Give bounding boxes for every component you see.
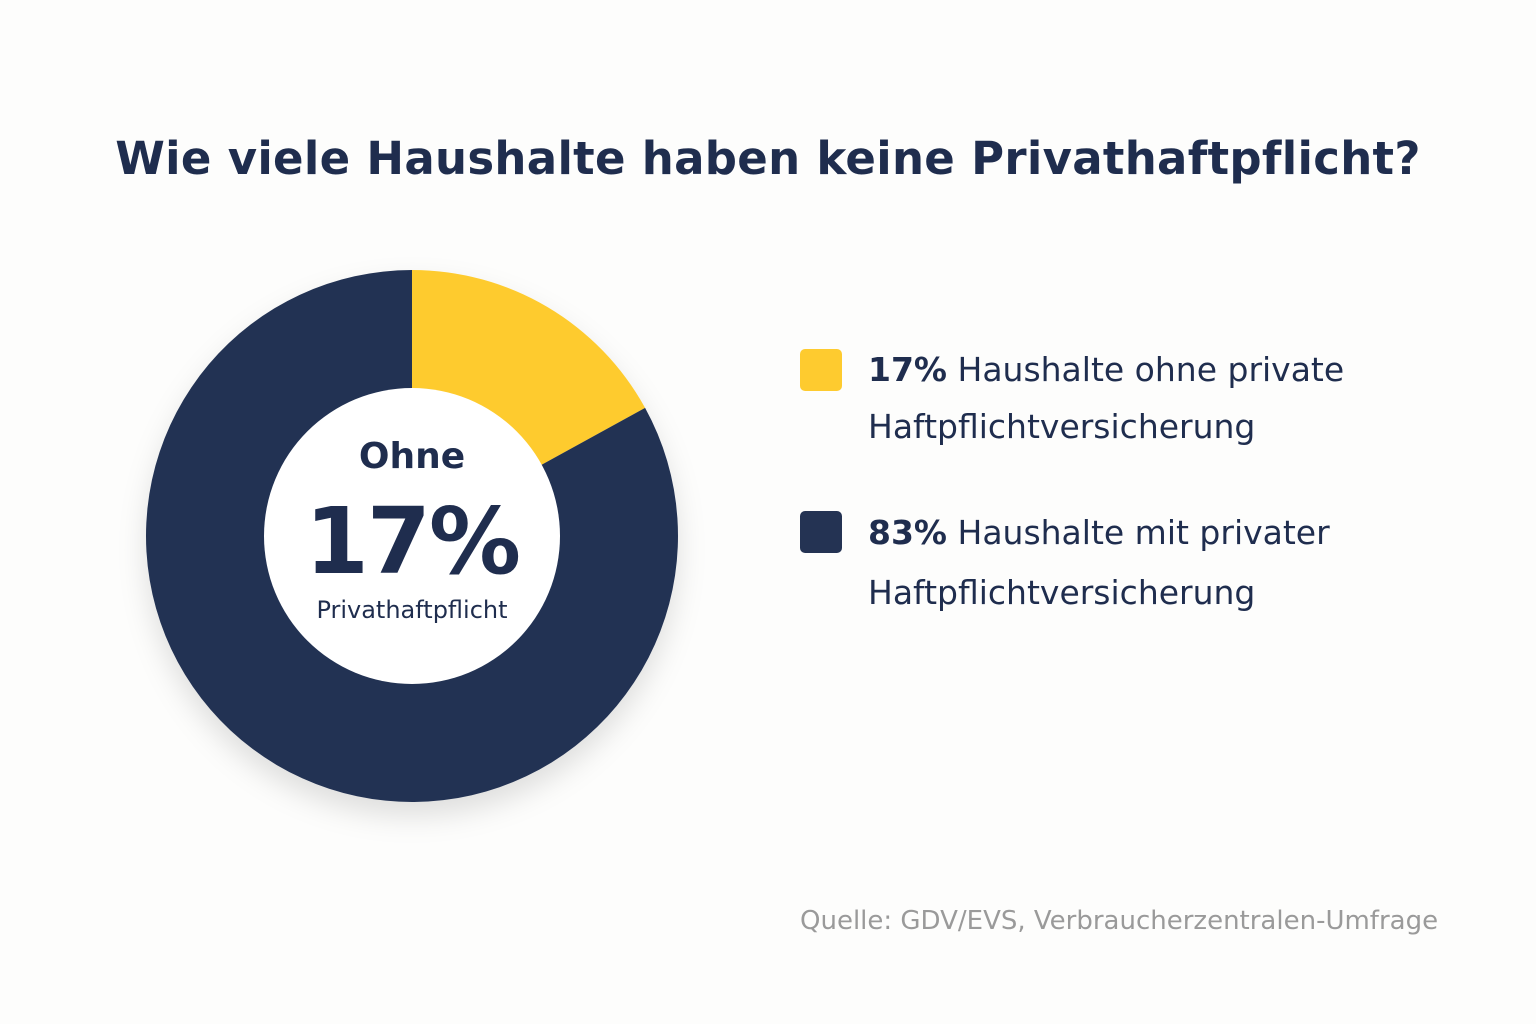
legend-pct: 17%	[868, 350, 947, 389]
donut-hole	[264, 388, 560, 684]
legend-pct: 83%	[868, 513, 947, 552]
legend-text: 83% Haushalte mit privater Haftpflichtver…	[868, 503, 1428, 623]
center-label-bottom: Privathaftpflicht	[316, 596, 508, 624]
legend-swatch-yellow	[800, 349, 842, 391]
center-label-top: Ohne	[358, 436, 466, 477]
center-label-value: 17%	[304, 488, 521, 595]
legend-text: 17% Haushalte ohne private Haftpflichtver…	[868, 341, 1428, 455]
legend-line1: Haushalte mit privater	[957, 513, 1330, 552]
source-note: Quelle: GDV/EVS, Verbraucherzentralen-Um…	[800, 906, 1439, 936]
chart-title: Wie viele Haushalte haben keine Privatha…	[115, 132, 1421, 185]
legend-line1: Haushalte ohne private	[957, 350, 1345, 389]
legend-line2: Haftpflichtversicherung	[868, 573, 1256, 612]
legend-line2: Haftpflichtversicherung	[868, 407, 1256, 446]
legend-swatch-navy	[800, 511, 842, 553]
